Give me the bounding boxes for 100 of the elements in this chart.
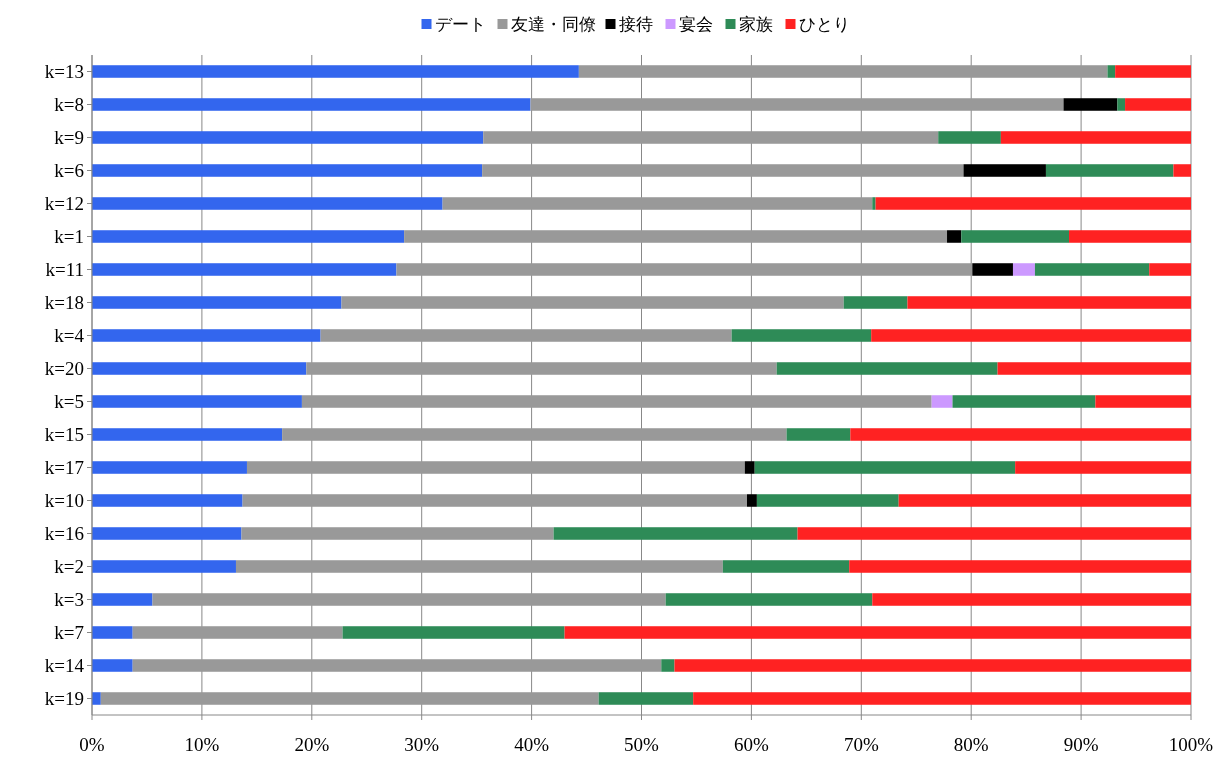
bar: [92, 131, 484, 144]
bar: [963, 164, 1046, 177]
bar: [320, 329, 732, 342]
bar: [92, 692, 101, 705]
bar: [1173, 164, 1191, 177]
bar: [306, 362, 777, 375]
x-tick-label: 70%: [843, 734, 879, 755]
bar: [776, 362, 998, 375]
bar: [92, 263, 397, 276]
bar: [997, 362, 1191, 375]
bar: [92, 197, 443, 210]
bar: [246, 461, 745, 474]
bar: [850, 428, 1191, 441]
y-tick-label: k=1: [54, 226, 84, 248]
bar: [482, 164, 964, 177]
bar: [871, 329, 1191, 342]
bar: [872, 593, 1191, 606]
bar: [1012, 263, 1035, 276]
y-tick-label: k=18: [44, 292, 84, 314]
bar: [1063, 98, 1118, 111]
bar: [92, 560, 236, 573]
y-tick-label: k=15: [44, 424, 84, 446]
x-tick-label: 40%: [514, 734, 550, 755]
bar: [92, 98, 531, 111]
bar: [92, 494, 243, 507]
bar: [404, 230, 948, 243]
x-tick-label: 30%: [404, 734, 440, 755]
x-tick-label: 100%: [1168, 734, 1214, 755]
bar: [722, 560, 850, 573]
bar: [1117, 98, 1126, 111]
x-tick-label: 80%: [953, 734, 989, 755]
bar: [849, 560, 1191, 573]
y-tick-label: k=19: [44, 688, 84, 710]
legend-label: 友達・同僚: [510, 14, 596, 34]
bar: [92, 626, 133, 639]
bar: [1034, 263, 1150, 276]
y-tick-label: k=2: [54, 556, 84, 578]
bar: [578, 65, 1108, 78]
bar: [754, 461, 1016, 474]
bar: [152, 593, 666, 606]
bar: [972, 263, 1013, 276]
bar: [756, 494, 899, 507]
bar: [241, 527, 554, 540]
bar: [1125, 98, 1191, 111]
bar: [1069, 230, 1191, 243]
bar: [92, 329, 321, 342]
bar: [92, 395, 302, 408]
bar: [301, 395, 932, 408]
bar: [961, 230, 1070, 243]
bar: [92, 65, 579, 78]
bar: [661, 659, 675, 672]
bar: [786, 428, 851, 441]
bar: [92, 659, 133, 672]
bar: [92, 230, 405, 243]
y-tick-label: k=20: [44, 358, 84, 380]
x-tick-label: 60%: [733, 734, 769, 755]
bar: [674, 659, 1191, 672]
bar: [1095, 395, 1191, 408]
y-tick-label: k=4: [54, 325, 85, 347]
y-tick-label: k=8: [54, 94, 84, 116]
bar: [665, 593, 873, 606]
bar: [1149, 263, 1191, 276]
bar: [442, 197, 873, 210]
bar: [907, 296, 1191, 309]
bar: [1115, 65, 1191, 78]
bar: [1000, 131, 1191, 144]
y-tick-label: k=16: [44, 523, 84, 545]
y-tick-label: k=7: [54, 622, 84, 644]
y-tick-label: k=9: [54, 127, 84, 149]
bar: [396, 263, 973, 276]
bar: [92, 296, 342, 309]
bar: [843, 296, 908, 309]
bar: [483, 131, 939, 144]
legend-label: ひとり: [798, 14, 850, 34]
bar: [872, 197, 876, 210]
bar: [931, 395, 953, 408]
bar: [92, 527, 242, 540]
bar: [92, 362, 307, 375]
x-tick-label: 50%: [624, 734, 660, 755]
y-tick-label: k=12: [44, 193, 84, 215]
bar: [530, 98, 1064, 111]
bar: [132, 626, 343, 639]
bar: [282, 428, 787, 441]
bar: [1107, 65, 1116, 78]
legend-label: 家族: [738, 14, 773, 34]
bar: [242, 494, 747, 507]
bar: [92, 461, 247, 474]
bar: [952, 395, 1096, 408]
legend-label: デート: [434, 14, 486, 34]
bar: [947, 230, 962, 243]
bar: [744, 461, 755, 474]
bar: [693, 692, 1191, 705]
bar: [1045, 164, 1174, 177]
x-tick-label: 10%: [184, 734, 220, 755]
bar: [92, 164, 483, 177]
bar: [898, 494, 1191, 507]
y-tick-label: k=5: [54, 391, 84, 413]
y-tick-label: k=11: [45, 259, 84, 281]
bar: [747, 494, 757, 507]
bar: [731, 329, 872, 342]
